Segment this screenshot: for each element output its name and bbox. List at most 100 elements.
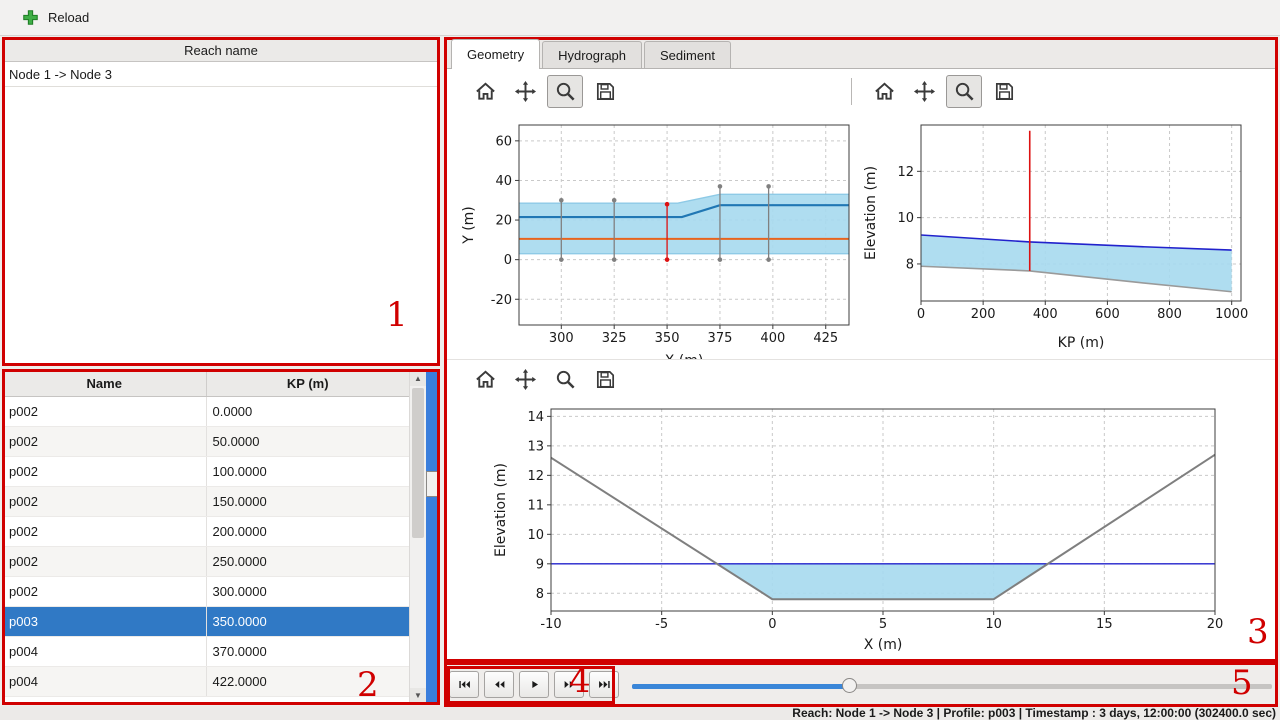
svg-text:-20: -20 (491, 293, 512, 308)
tab-hydrograph[interactable]: Hydrograph (542, 41, 643, 68)
svg-text:11: 11 (527, 498, 544, 513)
table-row[interactable]: p002 250.0000 (3, 546, 409, 577)
reach-list-item[interactable]: Node 1 -> Node 3 (3, 62, 439, 87)
home-button-left[interactable] (467, 75, 503, 108)
cell-name[interactable]: p002 (3, 456, 207, 487)
cell-kp[interactable]: 300.0000 (206, 576, 409, 607)
longitudinal-profile-chart[interactable]: 0 200 400 600 800 1000 8 10 12 KP (m) Elevation (m… (859, 113, 1251, 353)
home-button-bottom[interactable] (467, 363, 503, 396)
svg-text:375: 375 (708, 331, 733, 346)
secondary-scrollbar-thumb[interactable] (426, 471, 438, 497)
cell-name[interactable]: p003 (3, 606, 207, 637)
cell-kp[interactable]: 50.0000 (206, 426, 409, 457)
time-slider[interactable] (632, 678, 1272, 694)
table-row[interactable]: p004 422.0000 (3, 666, 409, 697)
save-icon (993, 80, 1016, 103)
cell-kp[interactable]: 150.0000 (206, 486, 409, 517)
slider-handle[interactable] (841, 678, 857, 693)
svg-text:600: 600 (1095, 307, 1120, 322)
svg-text:5: 5 (879, 617, 887, 632)
pan-button-left[interactable] (507, 75, 543, 108)
reload-button[interactable]: Reload (14, 5, 97, 30)
scrollbar-thumb[interactable] (412, 388, 424, 538)
svg-text:14: 14 (527, 410, 544, 425)
skip-to-start-button[interactable] (449, 671, 479, 698)
tab-geometry[interactable]: Geometry (451, 39, 541, 69)
svg-text:Elevation (m): Elevation (m) (493, 463, 509, 557)
playback-controls (449, 671, 619, 698)
svg-text:-10: -10 (540, 617, 561, 632)
cell-name[interactable]: p004 (3, 636, 207, 667)
svg-text:800: 800 (1157, 307, 1182, 322)
cell-name[interactable]: p002 (3, 516, 207, 547)
main-toolbar: Reload (0, 0, 1280, 36)
zoom-button-left[interactable] (547, 74, 583, 108)
cell-kp[interactable]: 200.0000 (206, 516, 409, 547)
reach-name-header: Reach name (3, 39, 439, 62)
svg-text:40: 40 (495, 174, 512, 189)
cell-kp[interactable]: 100.0000 (206, 456, 409, 487)
cell-name[interactable]: p002 (3, 426, 207, 457)
svg-text:400: 400 (760, 331, 785, 346)
table-row[interactable]: p003 350.0000 (3, 606, 409, 637)
table-row[interactable]: p002 300.0000 (3, 576, 409, 607)
table-row[interactable]: p002 0.0000 (3, 396, 409, 427)
table-row[interactable]: p002 150.0000 (3, 486, 409, 517)
pan-button-right[interactable] (906, 75, 942, 108)
plot-toolbar-bottom (445, 359, 1277, 399)
fast-forward-button[interactable] (554, 671, 584, 698)
column-header-name[interactable]: Name (3, 371, 207, 397)
cell-name[interactable]: p002 (3, 546, 207, 577)
toolbar-divider (851, 77, 852, 105)
zoom-button-right[interactable] (946, 74, 982, 108)
svg-text:8: 8 (906, 257, 914, 272)
plan-view-chart[interactable]: 300 325 350 375 400 425 -20 0 20 40 60 X (m) Y (m) (447, 113, 857, 359)
cell-name[interactable]: p002 (3, 576, 207, 607)
cell-kp[interactable]: 350.0000 (206, 606, 409, 637)
table-scrollbar[interactable]: ▲ ▼ (409, 371, 426, 703)
svg-text:9: 9 (536, 557, 544, 572)
cell-kp[interactable]: 422.0000 (206, 666, 409, 697)
table-row[interactable]: p004 370.0000 (3, 636, 409, 667)
slider-track[interactable] (632, 684, 1272, 689)
top-plots-row: 300 325 350 375 400 425 -20 0 20 40 60 X (m) Y (m) 0… (445, 113, 1277, 359)
rewind-button[interactable] (484, 671, 514, 698)
svg-text:350: 350 (655, 331, 680, 346)
bottom-plot-row: -10 -5 0 5 10 15 20 8 9 10 11 12 13 14 X (m) Elevation … (445, 399, 1277, 661)
pan-icon (913, 80, 936, 103)
svg-text:15: 15 (1096, 617, 1113, 632)
svg-text:200: 200 (971, 307, 996, 322)
save-button-left[interactable] (587, 75, 623, 108)
cross-section-chart[interactable]: -10 -5 0 5 10 15 20 8 9 10 11 12 13 14 X (m) Elevation … (447, 399, 1227, 655)
cell-name[interactable]: p002 (3, 396, 207, 427)
cell-name[interactable]: p002 (3, 486, 207, 517)
skip-to-end-button[interactable] (589, 671, 619, 698)
save-button-bottom[interactable] (587, 363, 623, 396)
cell-kp[interactable]: 250.0000 (206, 546, 409, 577)
plot-panel: Geometry Hydrograph Sediment 300 325 350 37… (444, 38, 1278, 662)
column-header-kp[interactable]: KP (m) (206, 371, 409, 397)
svg-text:325: 325 (602, 331, 627, 346)
scrollbar-up-arrow-icon[interactable]: ▲ (410, 371, 426, 386)
table-row[interactable]: p002 50.0000 (3, 426, 409, 457)
zoom-button-bottom[interactable] (547, 363, 583, 396)
pan-button-bottom[interactable] (507, 363, 543, 396)
table-row[interactable]: p002 100.0000 (3, 456, 409, 487)
scrollbar-down-arrow-icon[interactable]: ▼ (410, 688, 426, 703)
tab-bar: Geometry Hydrograph Sediment (445, 39, 1277, 69)
save-button-right[interactable] (986, 75, 1022, 108)
tab-sediment[interactable]: Sediment (644, 41, 731, 68)
svg-text:0: 0 (768, 617, 776, 632)
svg-text:Elevation (m): Elevation (m) (863, 166, 879, 260)
play-button[interactable] (519, 671, 549, 698)
svg-text:60: 60 (495, 134, 512, 149)
reach-list-panel: Reach name Node 1 -> Node 3 (2, 38, 440, 366)
secondary-scrollbar[interactable] (426, 371, 439, 703)
cell-kp[interactable]: 370.0000 (206, 636, 409, 667)
table-row[interactable]: p002 200.0000 (3, 516, 409, 547)
home-button-right[interactable] (866, 75, 902, 108)
cell-kp[interactable]: 0.0000 (206, 396, 409, 427)
zoom-icon (554, 80, 577, 103)
cell-name[interactable]: p004 (3, 666, 207, 697)
slider-fill (632, 684, 850, 689)
